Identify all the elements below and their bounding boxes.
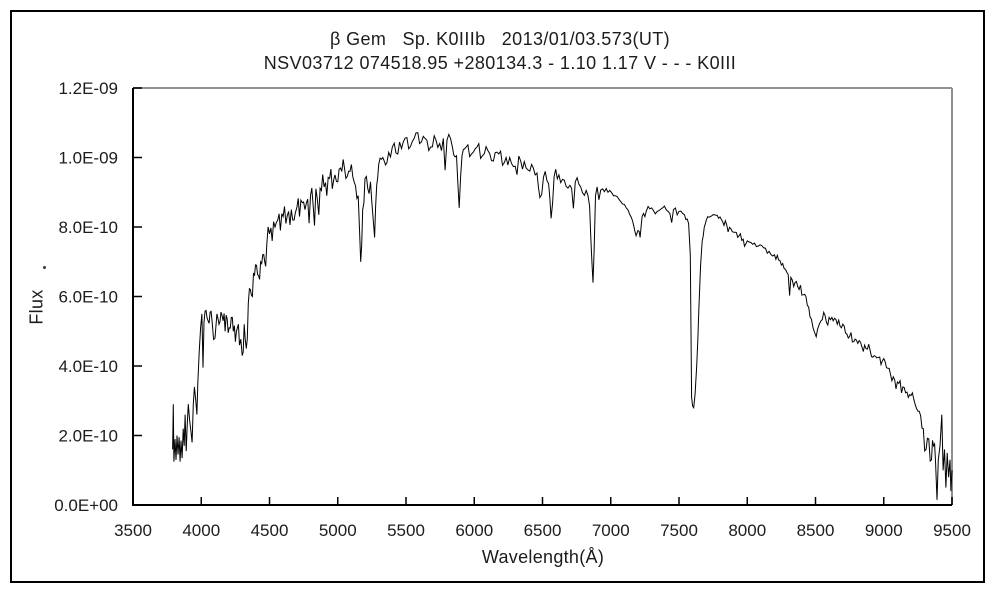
x-tick-label: 4000 <box>182 521 220 540</box>
y-tick-label: 0.0E+00 <box>54 496 118 515</box>
x-axis-tick-labels: 3500 4000 4500 5000 5500 6000 6500 7000 7500 8000… <box>114 521 971 540</box>
y-axis-ticks <box>133 87 142 506</box>
flux-label-dot <box>43 266 46 269</box>
x-axis-ticks <box>132 497 953 505</box>
x-axis-title: Wavelength(Å) <box>481 547 605 567</box>
y-axis-tick-labels: 0.0E+00 2.0E-10 4.0E-10 6.0E-10 8.0E-10 1.0E-… <box>54 79 118 515</box>
x-tick-label: 6000 <box>455 521 493 540</box>
x-tick-label: 9000 <box>865 521 903 540</box>
y-tick-label: 4.0E-10 <box>58 357 118 376</box>
x-tick-label: 8000 <box>728 521 766 540</box>
chart-subtitle: NSV03712 074518.95 +280134.3 - 1.10 1.17… <box>263 53 737 73</box>
spectrum-line <box>172 132 953 500</box>
x-tick-label: 3500 <box>114 521 152 540</box>
x-tick-label: 4500 <box>251 521 289 540</box>
x-tick-label: 5500 <box>387 521 425 540</box>
y-tick-label: 8.0E-10 <box>58 218 118 237</box>
y-tick-label: 1.2E-09 <box>58 79 118 98</box>
x-tick-label: 7500 <box>660 521 698 540</box>
y-axis-title: Flux <box>26 289 47 325</box>
y-tick-label: 6.0E-10 <box>58 288 118 307</box>
y-tick-label: 2.0E-10 <box>58 427 118 446</box>
plot-frame <box>132 87 953 506</box>
y-tick-label: 1.0E-09 <box>58 149 118 168</box>
x-tick-label: 9500 <box>933 521 971 540</box>
x-tick-label: 7000 <box>592 521 630 540</box>
x-tick-label: 6500 <box>524 521 562 540</box>
figure-border <box>10 10 985 583</box>
x-tick-label: 8500 <box>797 521 835 540</box>
chart-title: β Gem Sp. K0IIIb 2013/01/03.573(UT) <box>329 29 671 49</box>
x-tick-label: 5000 <box>319 521 357 540</box>
